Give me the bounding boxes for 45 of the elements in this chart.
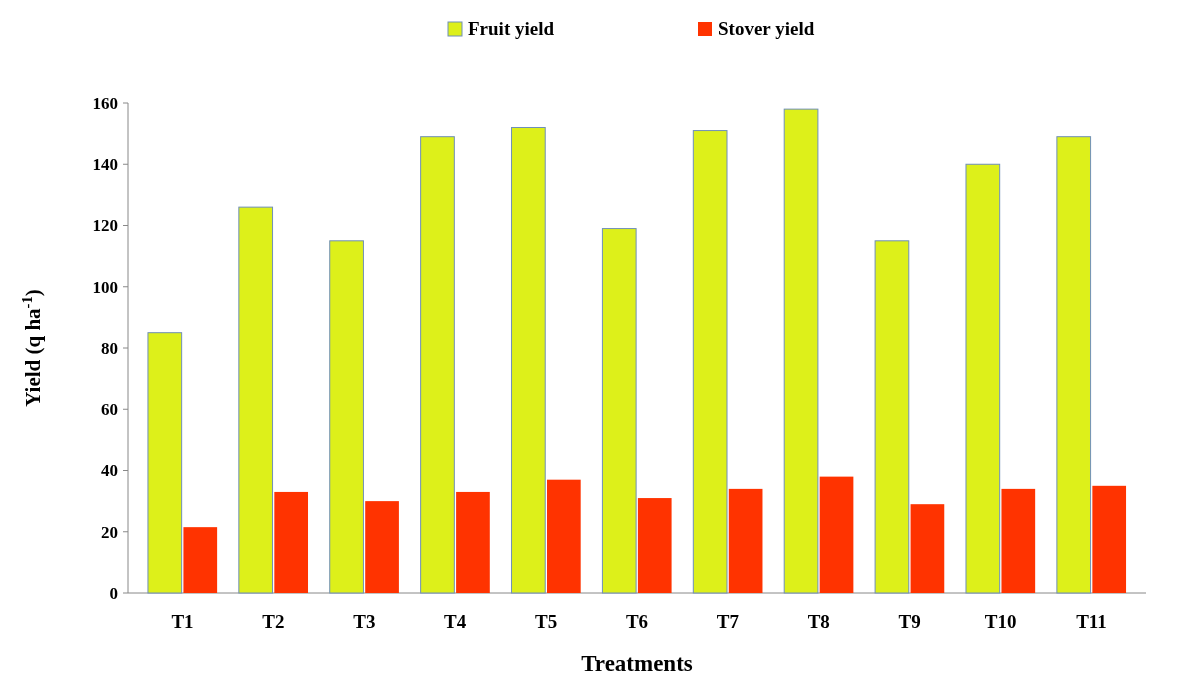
bar (728, 488, 763, 593)
bar (874, 240, 910, 594)
y-tick-label: 160 (92, 93, 118, 113)
y-tick-label: 120 (92, 216, 118, 236)
x-tick-label: T1 (171, 611, 194, 632)
x-axis-title: Treatments (581, 651, 693, 676)
y-tick-label: 140 (92, 155, 118, 175)
x-tick-label: T10 (984, 611, 1017, 632)
bar (365, 501, 399, 593)
legend-label: Stover yield (718, 18, 815, 39)
bar (183, 527, 218, 593)
x-tick-label: T6 (625, 611, 649, 632)
y-tick-label: 100 (92, 277, 118, 297)
bar (329, 240, 364, 594)
bar (1001, 488, 1036, 593)
bar (1056, 136, 1092, 594)
y-tick-label: 20 (101, 522, 118, 542)
bar (456, 491, 490, 593)
x-tick-label: T4 (444, 611, 467, 632)
bar (511, 127, 546, 594)
x-tick-label: T11 (1076, 611, 1107, 632)
bar (238, 206, 274, 594)
bar (692, 130, 728, 594)
bar (147, 332, 183, 594)
x-tick-label: T8 (807, 611, 830, 632)
y-tick-label: 40 (101, 461, 118, 481)
bar (274, 491, 309, 593)
x-tick-label: T2 (262, 611, 285, 632)
y-tick-label: 60 (101, 400, 118, 420)
bar (965, 163, 1001, 594)
bar (637, 498, 672, 593)
bar (783, 108, 819, 594)
x-tick-label: T5 (535, 611, 558, 632)
x-tick-label: T3 (353, 611, 376, 632)
x-tick-label: T7 (716, 611, 740, 632)
y-tick-label: 0 (109, 583, 118, 603)
bar (1092, 485, 1127, 593)
y-tick-label: 80 (101, 338, 118, 358)
bar (601, 228, 637, 594)
legend-label: Fruit yield (468, 18, 555, 39)
bar (819, 476, 854, 593)
x-tick-label: T9 (898, 611, 921, 632)
bar (420, 136, 455, 594)
bar (546, 479, 581, 593)
bar (910, 504, 945, 593)
